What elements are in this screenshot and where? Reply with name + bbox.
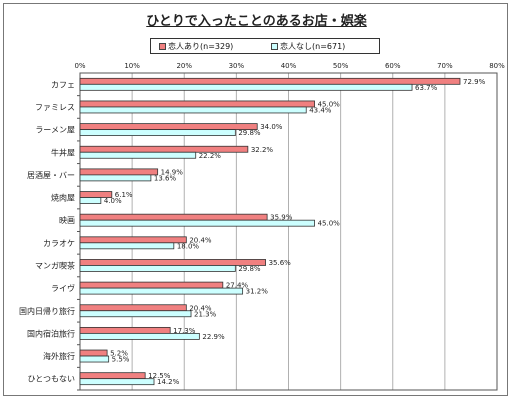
bar-value-label: 22.9%	[202, 333, 225, 341]
bar-value-label: 17.3%	[173, 327, 196, 335]
bar	[79, 372, 146, 380]
bar-value-label: 5.5%	[112, 356, 130, 364]
legend-swatch-without-partner	[271, 43, 278, 50]
bar-value-label: 14.9%	[161, 168, 184, 176]
bar-value-label: 29.8%	[238, 129, 261, 137]
bar	[79, 355, 110, 363]
category-label: 海外旅行	[43, 351, 75, 361]
category-label: 映画	[59, 215, 75, 225]
bar	[79, 326, 171, 334]
x-tick-label: 70%	[437, 62, 453, 70]
legend-label-with-partner: 恋人あり(n=329)	[168, 42, 234, 51]
bar-value-label: 31.2%	[246, 288, 269, 296]
category-label: ラーメン屋	[35, 126, 75, 135]
category-label: ライヴ	[51, 283, 75, 293]
chart-title: ひとりで入ったことのあるお店・娯楽	[146, 14, 367, 29]
bar	[79, 281, 224, 289]
category-label: カフェ	[51, 80, 75, 89]
bar-value-label: 18.0%	[177, 242, 200, 250]
category-label: 国内日帰り旅行	[19, 306, 75, 316]
bar-value-label: 43.4%	[309, 106, 332, 114]
bar-value-label: 32.2%	[251, 146, 274, 154]
bar-value-label: 5.2%	[110, 350, 128, 358]
bar-value-label: 29.8%	[238, 265, 261, 273]
x-tick-label: 50%	[333, 62, 349, 70]
bar	[79, 378, 155, 386]
bar	[79, 123, 258, 131]
x-tick-label: 0%	[74, 62, 85, 70]
bar	[79, 145, 249, 153]
x-tick-label: 40%	[281, 62, 297, 70]
bar-value-label: 34.0%	[260, 123, 283, 131]
bar-value-label: 22.2%	[199, 152, 222, 160]
bar-value-label: 6.1%	[115, 191, 133, 199]
category-label: 牛丼屋	[51, 147, 75, 157]
bar	[79, 77, 461, 85]
bar-value-label: 27.4%	[226, 282, 249, 290]
bar	[79, 151, 197, 159]
category-label: 焼肉屋	[51, 193, 75, 203]
bar-value-label: 4.0%	[104, 197, 122, 205]
legend-label-without-partner: 恋人なし(n=671)	[280, 42, 346, 51]
bar	[79, 197, 102, 204]
bar	[79, 100, 315, 108]
bar	[79, 236, 187, 244]
bar-value-label: 35.6%	[269, 259, 292, 267]
bar-value-label: 13.6%	[154, 174, 177, 182]
category-label: 居酒屋・バー	[27, 171, 75, 180]
legend-entry-with-partner: 恋人あり(n=329)	[159, 41, 233, 52]
x-tick-label: 10%	[124, 62, 140, 70]
bar	[79, 168, 159, 176]
bar-value-label: 45.0%	[318, 100, 341, 108]
bar	[79, 174, 152, 182]
bar	[79, 129, 236, 137]
bar-value-label: 45.0%	[318, 220, 341, 228]
bar	[79, 265, 236, 272]
bar	[79, 213, 268, 221]
legend: 恋人あり(n=329) 恋人なし(n=671)	[150, 38, 380, 54]
bar-value-label: 35.9%	[270, 214, 293, 222]
bar	[79, 83, 413, 91]
legend-swatch-with-partner	[159, 43, 166, 50]
bar-value-label: 72.9%	[463, 78, 486, 86]
category-label: ファミレス	[35, 103, 75, 112]
bar	[79, 310, 192, 318]
bar	[79, 242, 175, 250]
bar-value-label: 14.2%	[157, 378, 180, 386]
bar	[79, 219, 315, 227]
x-tick-label: 20%	[176, 62, 192, 70]
bar-value-label: 20.4%	[189, 236, 212, 244]
bar	[79, 332, 200, 340]
bar-value-label: 63.7%	[415, 84, 438, 92]
category-label: マンガ喫茶	[35, 260, 75, 270]
legend-entry-without-partner: 恋人なし(n=671)	[271, 41, 345, 52]
category-label: ひとつもない	[28, 375, 75, 384]
x-tick-label: 80%	[489, 62, 505, 70]
bar	[79, 349, 108, 357]
bar-value-label: 12.5%	[148, 372, 171, 380]
bar	[79, 106, 307, 114]
category-label: 国内宿泊旅行	[27, 328, 75, 338]
bar	[79, 304, 187, 312]
bar	[79, 287, 244, 295]
bar-value-label: 21.3%	[194, 310, 217, 318]
bar-value-label: 20.4%	[189, 304, 212, 312]
x-tick-label: 60%	[385, 62, 401, 70]
x-tick-label: 30%	[229, 62, 245, 70]
category-label: カラオケ	[43, 239, 75, 248]
